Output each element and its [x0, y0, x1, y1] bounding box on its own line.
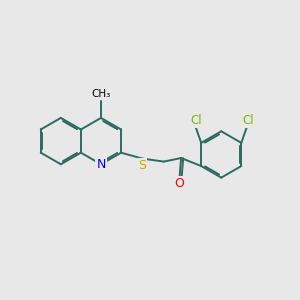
Text: Cl: Cl — [242, 114, 254, 128]
Text: CH₃: CH₃ — [92, 89, 111, 99]
Text: Cl: Cl — [190, 114, 202, 128]
Text: O: O — [175, 177, 184, 190]
Text: N: N — [96, 158, 106, 171]
Text: S: S — [139, 159, 146, 172]
